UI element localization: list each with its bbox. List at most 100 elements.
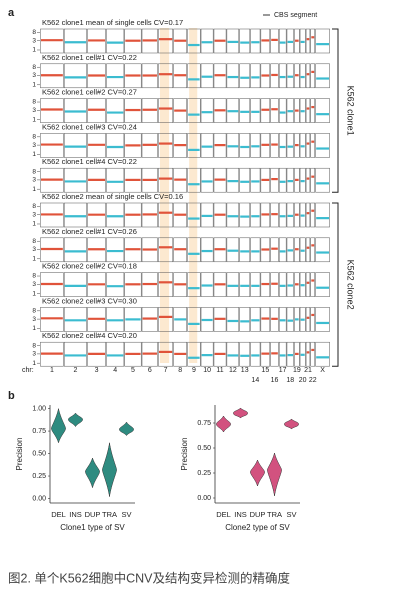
- chr-frame: [158, 98, 174, 123]
- chr-frame: [315, 202, 330, 228]
- chr-frame: [40, 202, 64, 228]
- x-axis-title: Clone2 type of SV: [225, 523, 290, 532]
- x-tick-label: TRA: [267, 510, 282, 519]
- chr-label: 3: [95, 367, 99, 374]
- chr-frame: [226, 98, 240, 123]
- panel-title: K562 clone2 cell#3 CV=0.30: [42, 296, 137, 305]
- chr-frame: [187, 167, 201, 193]
- chr-label: 22: [309, 377, 317, 384]
- chr-frame: [124, 63, 142, 89]
- chr-frame: [250, 167, 261, 193]
- chr-frame: [63, 98, 87, 123]
- chr-frame: [278, 133, 287, 158]
- chr-frame: [299, 28, 306, 54]
- highlight-band: [189, 28, 198, 363]
- chr-frame: [200, 307, 214, 332]
- chr-frame: [87, 98, 106, 123]
- chr-frame: [173, 272, 188, 297]
- chr-frame: [124, 167, 142, 193]
- chr-frame: [294, 272, 300, 297]
- chr-frame: [250, 272, 261, 297]
- chr-frame: [250, 341, 261, 367]
- x-tick-label: TRA: [102, 510, 117, 519]
- chr-frame: [250, 307, 261, 332]
- chr-label: X: [320, 367, 325, 374]
- chr-frame: [270, 133, 279, 158]
- chr-frame: [294, 167, 300, 193]
- chr-label: 14: [251, 377, 259, 384]
- chr-frame: [124, 202, 142, 228]
- group-bracket: [332, 202, 339, 367]
- chr-frame: [187, 133, 201, 158]
- chr-frame: [200, 28, 214, 54]
- chr-frame: [310, 167, 316, 193]
- chr-frame: [124, 272, 142, 297]
- legend-label: CBS segment: [274, 12, 317, 19]
- chr-frame: [310, 133, 316, 158]
- y-tick-label: 3: [32, 142, 36, 149]
- chr-frame: [315, 272, 330, 297]
- chr-frame: [106, 133, 125, 158]
- y-tick-label: 1: [32, 325, 36, 332]
- chr-frame: [299, 133, 306, 158]
- chr-label: 7: [164, 367, 168, 374]
- x-tick-label: INS: [234, 510, 247, 519]
- chr-frame: [187, 307, 201, 332]
- y-tick-label: 1: [32, 221, 36, 228]
- chr-frame: [239, 28, 251, 54]
- chr-frame: [299, 98, 306, 123]
- group-label: K562 clone2: [346, 260, 356, 310]
- chr-frame: [305, 98, 311, 123]
- chr-label: 21: [304, 367, 312, 374]
- y-tick-label: 1: [32, 186, 36, 193]
- chr-frame: [278, 28, 287, 54]
- y-tick-label: 1: [32, 47, 36, 54]
- chr-frame: [260, 272, 271, 297]
- chr-frame: [239, 98, 251, 123]
- chr-frame: [260, 202, 271, 228]
- chr-frame: [226, 133, 240, 158]
- chr-frame: [286, 98, 294, 123]
- chr-frame: [310, 28, 316, 54]
- chr-frame: [310, 307, 316, 332]
- y-tick-label: 3: [32, 211, 36, 218]
- chr-frame: [106, 98, 125, 123]
- chr-frame: [141, 133, 158, 158]
- chr-label: 16: [271, 377, 279, 384]
- chr-frame: [315, 133, 330, 158]
- violin: [85, 457, 100, 489]
- y-tick-label: 1: [32, 82, 36, 89]
- chr-frame: [286, 63, 294, 89]
- chr-frame: [141, 98, 158, 123]
- chr-frame: [239, 341, 251, 367]
- chr-frame: [239, 307, 251, 332]
- chr-frame: [294, 237, 300, 263]
- chr-frame: [106, 341, 125, 367]
- chr-frame: [63, 167, 87, 193]
- y-tick-label: 0.50: [32, 450, 46, 457]
- chr-label: 15: [261, 367, 269, 374]
- chr-frame: [250, 28, 261, 54]
- y-tick-label: 8: [32, 308, 36, 315]
- chr-frame: [158, 341, 174, 367]
- chr-frame: [124, 307, 142, 332]
- highlight-band: [159, 28, 170, 363]
- y-tick-label: 3: [32, 72, 36, 79]
- y-tick-label: 3: [32, 246, 36, 253]
- chr-frame: [158, 63, 174, 89]
- chr-frame: [213, 307, 227, 332]
- y-tick-label: 1: [32, 256, 36, 263]
- y-tick-label: 1: [32, 151, 36, 158]
- chr-frame: [213, 98, 227, 123]
- chr-frame: [294, 98, 300, 123]
- chr-frame: [40, 167, 64, 193]
- violin: [216, 415, 231, 433]
- chr-frame: [226, 63, 240, 89]
- chr-frame: [87, 272, 106, 297]
- chr-frame: [141, 202, 158, 228]
- chr-frame: [278, 272, 287, 297]
- panel-title: K562 clone2 cell#1 CV=0.26: [42, 227, 137, 236]
- x-axis-title: Clone1 type of SV: [60, 523, 125, 532]
- chr-frame: [200, 63, 214, 89]
- x-tick-label: DEL: [51, 510, 66, 519]
